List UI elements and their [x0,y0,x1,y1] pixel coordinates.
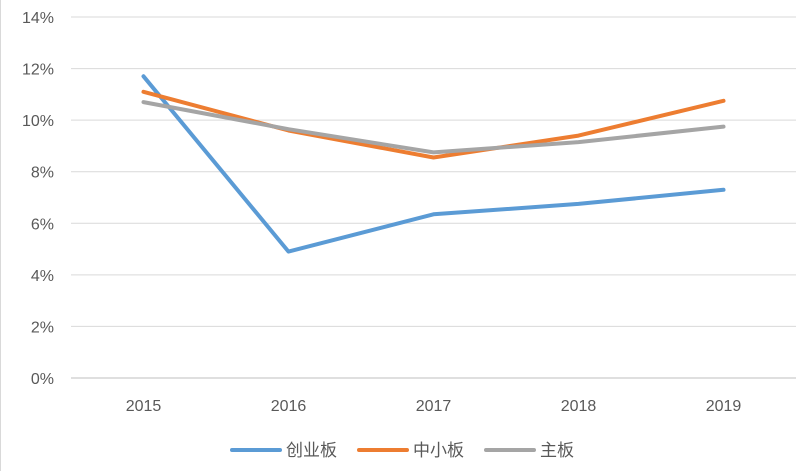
y-tick-label: 14% [22,10,54,27]
series-line-1 [141,89,726,160]
legend-label: 主板 [540,441,574,461]
x-tick-label: 2016 [271,398,307,415]
series-lines [141,74,726,254]
gridlines [71,16,796,379]
y-tick-label: 12% [22,62,54,79]
legend-item: 中小板 [357,441,464,461]
y-tick-label: 10% [22,113,54,130]
legend: 创业板 中小板 主板 [230,441,574,461]
legend-item: 创业板 [230,441,337,461]
legend-label: 中小板 [413,441,464,461]
series-line-0 [141,74,726,254]
axes: 0% 2% 4% 6% 8% 10% 12% 14% 2015 2016 2017 2018 2019 [22,10,741,415]
x-tick-label: 2019 [706,398,742,415]
x-tick-label: 2015 [126,398,162,415]
series-line-2 [141,100,726,155]
y-tick-label: 0% [31,371,54,388]
x-tick-label: 2017 [416,398,452,415]
y-tick-label: 8% [31,165,54,182]
y-tick-label: 2% [31,319,54,336]
x-tick-label: 2018 [561,398,597,415]
legend-label: 创业板 [286,441,337,461]
legend-item: 主板 [484,441,574,461]
y-tick-label: 6% [31,216,54,233]
y-tick-label: 4% [31,268,54,285]
